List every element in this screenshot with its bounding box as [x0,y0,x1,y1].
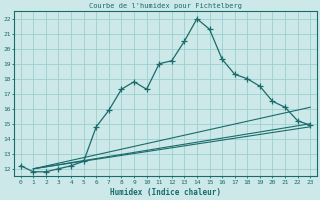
Title: Courbe de l'humidex pour Fichtelberg: Courbe de l'humidex pour Fichtelberg [89,3,242,9]
X-axis label: Humidex (Indice chaleur): Humidex (Indice chaleur) [110,188,221,197]
